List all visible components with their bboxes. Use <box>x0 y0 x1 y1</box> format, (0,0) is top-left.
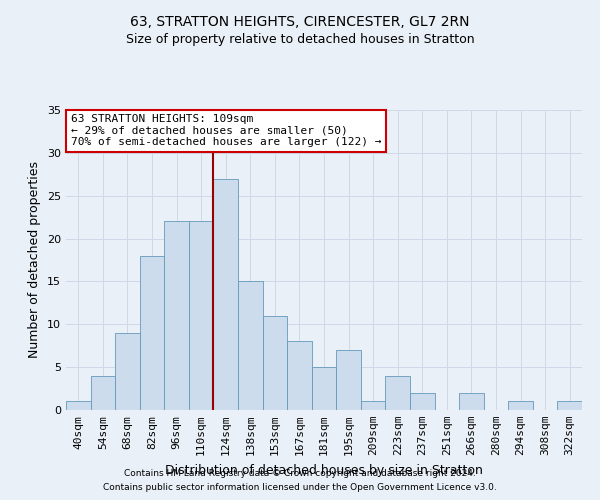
Text: Contains public sector information licensed under the Open Government Licence v3: Contains public sector information licen… <box>103 484 497 492</box>
Text: 63 STRATTON HEIGHTS: 109sqm
← 29% of detached houses are smaller (50)
70% of sem: 63 STRATTON HEIGHTS: 109sqm ← 29% of det… <box>71 114 382 148</box>
Bar <box>459 393 484 410</box>
Text: Contains HM Land Registry data © Crown copyright and database right 2024.: Contains HM Land Registry data © Crown c… <box>124 468 476 477</box>
Bar <box>336 350 361 410</box>
Bar <box>238 282 263 410</box>
Bar <box>164 222 189 410</box>
Bar <box>410 393 434 410</box>
Bar <box>312 367 336 410</box>
Bar <box>115 333 140 410</box>
Bar <box>263 316 287 410</box>
Bar <box>361 402 385 410</box>
Bar <box>189 222 214 410</box>
Text: 63, STRATTON HEIGHTS, CIRENCESTER, GL7 2RN: 63, STRATTON HEIGHTS, CIRENCESTER, GL7 2… <box>130 15 470 29</box>
Bar <box>287 342 312 410</box>
Bar <box>214 178 238 410</box>
Bar <box>140 256 164 410</box>
Bar <box>66 402 91 410</box>
Text: Size of property relative to detached houses in Stratton: Size of property relative to detached ho… <box>125 32 475 46</box>
Bar <box>508 402 533 410</box>
Y-axis label: Number of detached properties: Number of detached properties <box>28 162 41 358</box>
Bar <box>385 376 410 410</box>
Bar <box>91 376 115 410</box>
X-axis label: Distribution of detached houses by size in Stratton: Distribution of detached houses by size … <box>165 464 483 476</box>
Bar <box>557 402 582 410</box>
